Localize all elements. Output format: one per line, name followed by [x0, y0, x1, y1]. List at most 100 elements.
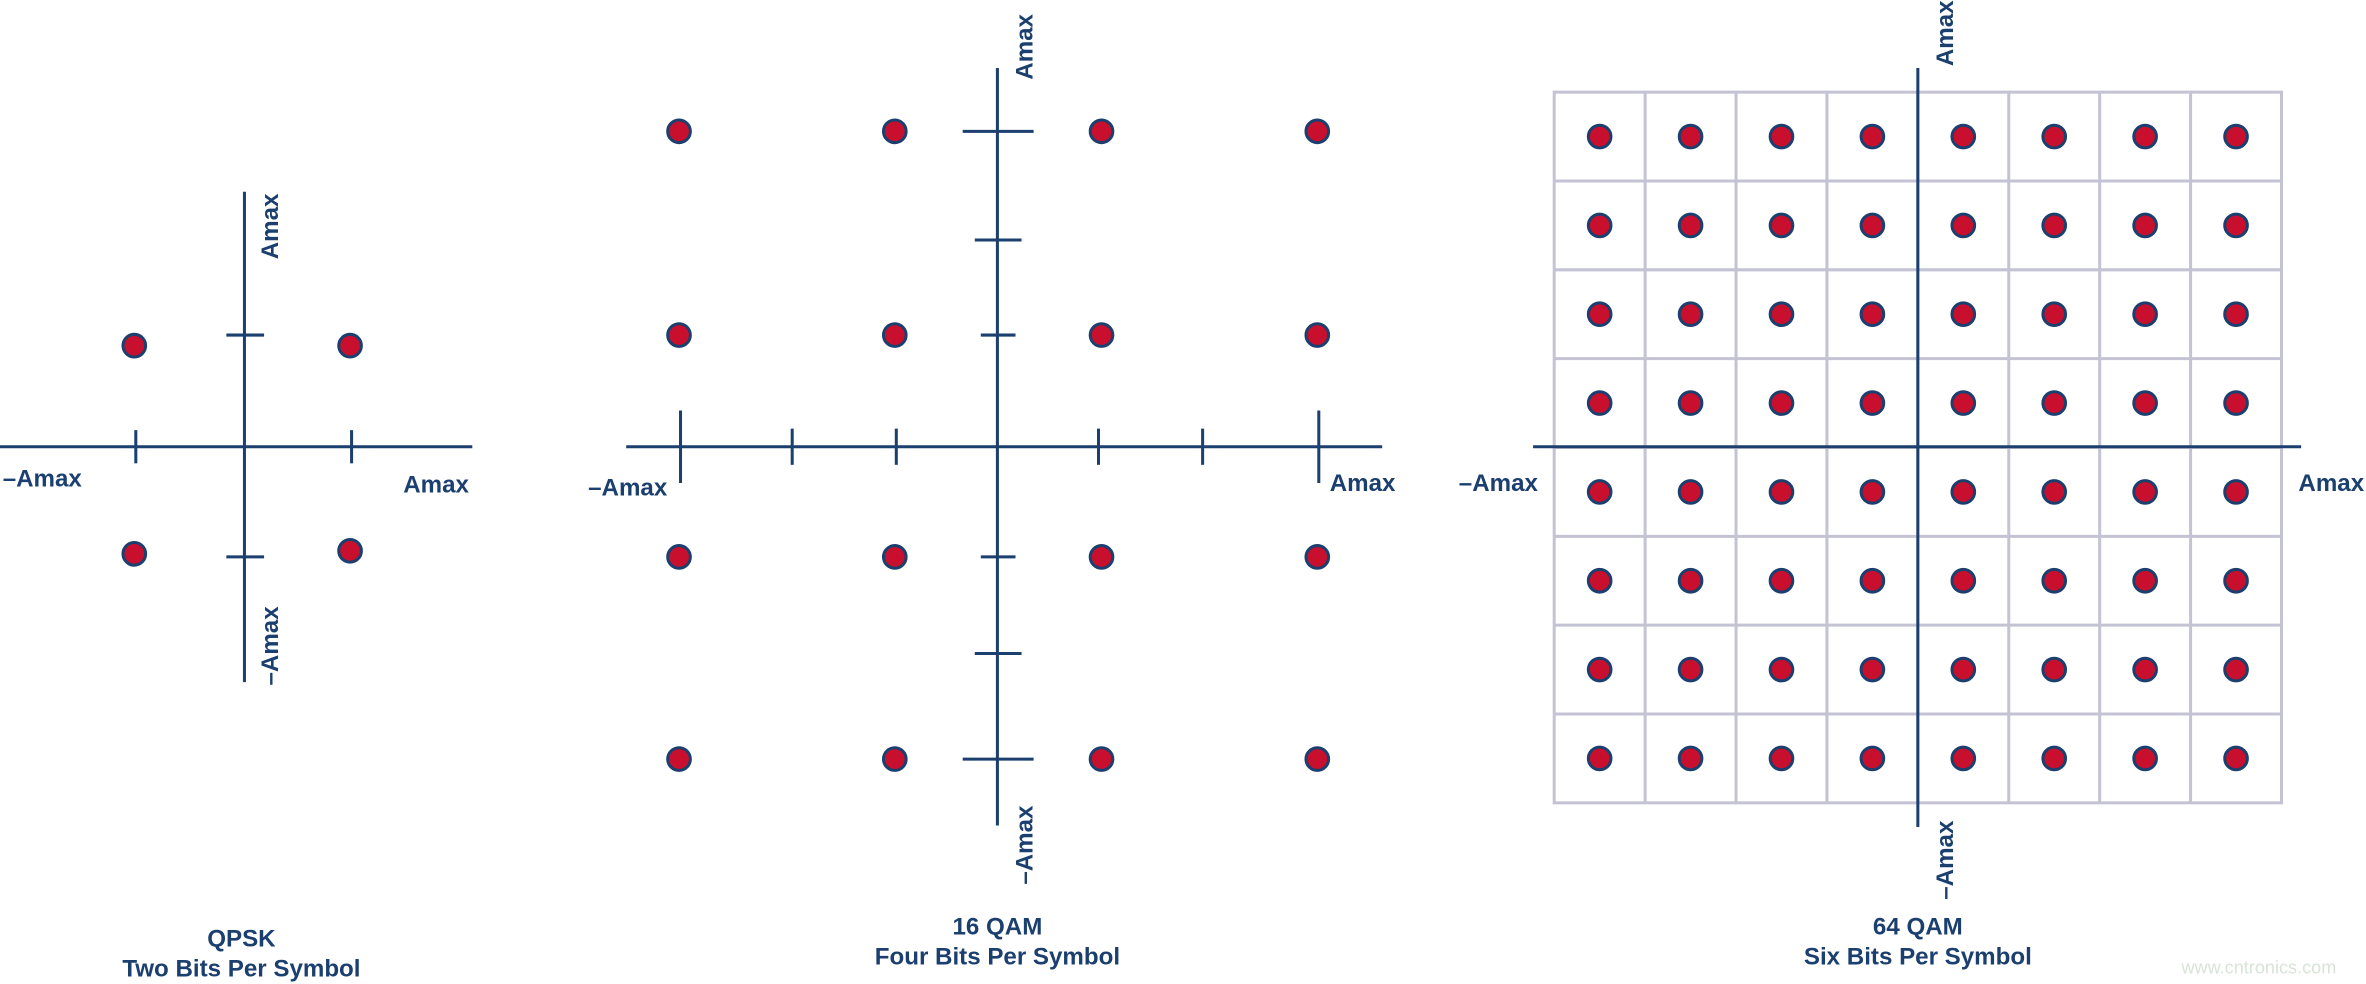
symbol-point	[2041, 390, 2068, 416]
symbol-point	[2223, 212, 2249, 239]
symbol-point	[2132, 123, 2158, 150]
symbol-point	[2223, 567, 2249, 594]
symbol-point	[1859, 745, 1886, 772]
symbol-point	[1586, 479, 1613, 505]
symbol-point	[1768, 656, 1795, 683]
symbol-point	[1677, 479, 1704, 505]
axis-label: Amax	[2298, 470, 2364, 497]
symbol-point	[2223, 479, 2249, 505]
symbol-point	[2041, 301, 2068, 328]
symbol-point	[2223, 123, 2249, 150]
symbol-point	[1677, 301, 1704, 328]
symbol-point	[1586, 567, 1613, 594]
symbol-point	[1088, 322, 1115, 348]
symbol-point	[881, 322, 908, 348]
symbol-point	[881, 746, 908, 772]
symbol-point	[1304, 544, 1331, 570]
symbol-point	[1950, 567, 1977, 594]
symbol-point	[121, 332, 148, 359]
symbol-point	[1859, 479, 1886, 505]
symbol-point	[881, 544, 908, 570]
axis-label: Amax	[403, 471, 469, 498]
symbol-point	[1950, 212, 1977, 239]
symbol-point	[2132, 301, 2158, 328]
symbol-point	[2132, 212, 2158, 239]
symbol-point	[1677, 212, 1704, 239]
symbol-point	[1677, 567, 1704, 594]
symbol-point	[1586, 301, 1613, 328]
panel-title: QPSK	[207, 926, 276, 953]
shapes	[0, 67, 2302, 827]
symbol-point	[1677, 745, 1704, 772]
symbol-point	[2132, 656, 2158, 683]
symbol-point	[1859, 212, 1886, 239]
symbol-point	[1950, 390, 1977, 416]
axis-label: Amax	[1011, 13, 1038, 79]
panel-subtitle: Six Bits Per Symbol	[1804, 944, 2032, 971]
symbol-point	[1950, 301, 1977, 328]
symbol-point	[337, 538, 363, 564]
symbol-point	[1586, 656, 1613, 683]
axis-label: –Amax	[3, 465, 83, 492]
symbol-point	[2132, 390, 2158, 416]
symbol-point	[1768, 479, 1795, 505]
symbol-point	[1950, 479, 1977, 505]
axis-label: –Amax	[588, 474, 668, 501]
symbol-point	[121, 541, 148, 567]
symbol-point	[2223, 745, 2249, 772]
symbol-point	[1088, 746, 1115, 772]
symbol-point	[1768, 212, 1795, 239]
symbol-point	[1677, 656, 1704, 683]
symbol-point	[1768, 745, 1795, 772]
symbol-point	[2041, 567, 2068, 594]
symbol-point	[881, 118, 908, 145]
symbol-point	[2041, 656, 2068, 683]
axis-label: –Amax	[1459, 470, 1539, 497]
symbol-point	[1768, 301, 1795, 328]
symbol-point	[2041, 745, 2068, 772]
symbol-point	[1768, 567, 1795, 594]
symbol-point	[1859, 656, 1886, 683]
panel-subtitle: Two Bits Per Symbol	[122, 956, 360, 983]
symbol-point	[2041, 479, 2068, 505]
symbol-point	[2223, 301, 2249, 328]
axis-label: Amax	[1330, 470, 1396, 497]
symbol-point	[1859, 390, 1886, 416]
axis-label: Amax	[257, 193, 284, 259]
axis-label: –Amax	[257, 606, 284, 686]
symbol-point	[2132, 479, 2158, 505]
symbol-point	[1859, 301, 1886, 328]
axis-label: –Amax	[1011, 805, 1038, 885]
symbol-point	[1677, 390, 1704, 416]
symbol-point	[2041, 212, 2068, 239]
symbol-point	[666, 322, 692, 348]
watermark: www.cntronics.com	[2180, 958, 2336, 978]
symbol-point	[2223, 656, 2249, 683]
symbol-point	[2041, 123, 2068, 150]
symbol-point	[2132, 745, 2158, 772]
symbol-point	[2132, 567, 2158, 594]
axis-label: Amax	[1932, 0, 1959, 66]
symbol-point	[1586, 390, 1613, 416]
symbol-point	[1586, 745, 1613, 772]
symbol-point	[1950, 123, 1977, 150]
symbol-point	[1950, 745, 1977, 772]
symbol-point	[2223, 390, 2249, 416]
symbol-point	[666, 544, 692, 570]
symbol-point	[1950, 656, 1977, 683]
symbol-point	[1859, 123, 1886, 150]
symbol-point	[1304, 118, 1331, 145]
symbol-point	[1304, 322, 1331, 348]
symbol-point	[1768, 390, 1795, 416]
symbol-point	[1304, 746, 1331, 772]
panel-subtitle: Four Bits Per Symbol	[875, 944, 1120, 971]
symbol-point	[337, 332, 363, 359]
symbol-point	[1088, 118, 1115, 145]
symbol-point	[1768, 123, 1795, 150]
symbol-point	[1586, 123, 1613, 150]
axis-label: –Amax	[1932, 820, 1959, 900]
symbol-point	[1586, 212, 1613, 239]
panel-title: 64 QAM	[1873, 913, 1963, 940]
symbol-point	[666, 118, 692, 145]
